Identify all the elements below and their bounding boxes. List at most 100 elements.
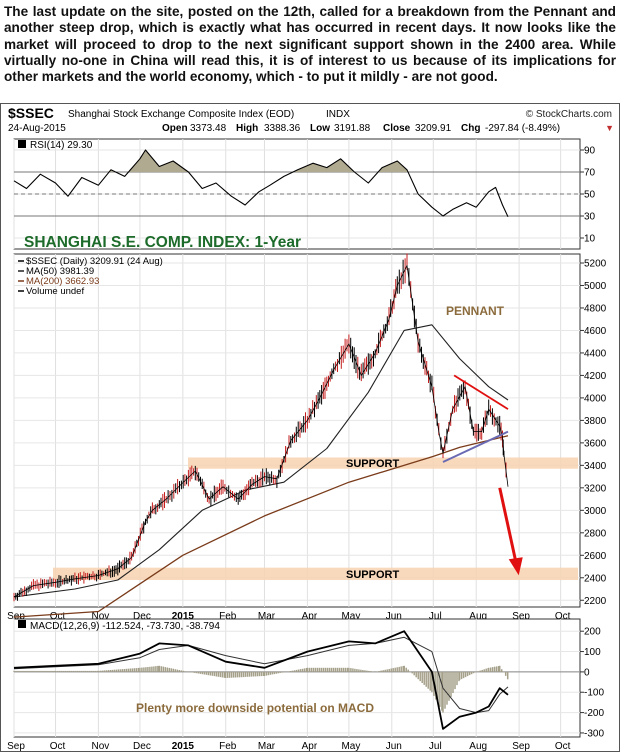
macd-x-label: Feb [219, 741, 237, 752]
macd-axis-tick-label: 100 [584, 647, 601, 658]
price-x-label: Oct [50, 611, 66, 622]
price-axis-tick-label: 4000 [584, 393, 607, 404]
price-x-label: Feb [219, 611, 237, 622]
price-x-label: Jun [386, 611, 402, 622]
price-axis-tick-label: 4600 [584, 326, 607, 337]
macd-x-label: Dec [133, 741, 151, 752]
price-axis-tick-label: 2600 [584, 551, 607, 562]
price-legend-label: Volume undef [26, 286, 84, 297]
rsi-axis-tick-label: 10 [584, 234, 596, 245]
macd-axis-tick-label: -300 [584, 728, 604, 739]
price-line [13, 265, 509, 598]
high-value: 3388.36 [264, 123, 301, 134]
macd-x-label: Sep [7, 741, 25, 752]
macd-axis-tick-label: 200 [584, 627, 601, 638]
price-x-label: Aug [469, 611, 487, 622]
price-axis-tick-label: 5200 [584, 258, 607, 269]
support-label-lower: SUPPORT [346, 569, 399, 581]
price-x-label: Mar [258, 611, 276, 622]
price-frame [13, 253, 581, 608]
price-x-label: Apr [302, 611, 318, 622]
pennant-label: PENNANT [446, 304, 505, 318]
price-axis-tick-label: 2800 [584, 528, 607, 539]
low-value: 3191.88 [334, 123, 371, 134]
projection-arrow-head [508, 557, 523, 576]
open-label: Open [162, 123, 188, 134]
price-x-label: Oct [555, 611, 571, 622]
ma200-line [13, 435, 509, 618]
index-name-label: Shanghai Stock Exchange Composite Index … [68, 109, 294, 120]
price-axis-tick-label: 3800 [584, 416, 607, 427]
change-label: Chg [461, 123, 480, 134]
symbol-label: $SSEC [8, 105, 54, 121]
price-axis-tick-label: 3000 [584, 506, 607, 517]
price-x-label: 2015 [172, 611, 195, 622]
stockcharts-watermark: © StockCharts.com [526, 109, 612, 120]
macd-x-label: Sep [512, 741, 530, 752]
stock-chart: $SSEC Shanghai Stock Exchange Composite … [0, 103, 620, 752]
macd-x-label: 2015 [172, 741, 195, 752]
rsi-axis-tick-label: 30 [584, 212, 596, 223]
macd-x-label: Jun [386, 741, 402, 752]
price-axis-tick-label: 3600 [584, 438, 607, 449]
macd-x-label: Apr [302, 741, 318, 752]
support-band [53, 567, 578, 581]
price-axis-tick-label: 2200 [584, 596, 607, 607]
chart-title: SHANGHAI S.E. COMP. INDEX: 1-Year [24, 234, 301, 251]
change-down-icon: ▼ [605, 123, 614, 133]
rsi-axis-tick-label: 70 [584, 168, 596, 179]
low-label: Low [310, 123, 330, 134]
caption-text: The last update on the site, posted on t… [4, 4, 616, 85]
exchange-label: INDX [326, 109, 350, 120]
macd-x-label: Oct [50, 741, 66, 752]
price-x-label: Dec [133, 611, 151, 622]
price-x-label: Jul [429, 611, 442, 622]
high-label: High [236, 123, 258, 134]
price-axis-tick-label: 3200 [584, 483, 607, 494]
price-x-label: May [341, 611, 360, 622]
rsi-axis-tick-label: 90 [584, 146, 596, 157]
price-axis-tick-label: 4400 [584, 348, 607, 359]
price-axis-tick-label: 4200 [584, 371, 607, 382]
rsi-legend-swatch [18, 140, 26, 148]
macd-x-label: Jul [429, 741, 442, 752]
rsi-legend-label: RSI(14) 29.30 [30, 140, 93, 151]
price-axis-tick-label: 3400 [584, 461, 607, 472]
price-panel: 2200 2400 2600 2800 3000 3200 3400 3600 3800 4000… [7, 234, 607, 622]
macd-x-label: Oct [555, 741, 571, 752]
pennant-lower-line [442, 430, 509, 463]
rsi-overbought-fill [14, 150, 508, 172]
close-value: 3209.91 [415, 123, 452, 134]
macd-panel: -300 -200 -100 0 100 200 Sep Oct Nov Dec 2015 Feb Ma… [7, 618, 604, 752]
price-legend-label: MA(50) 3981.39 [26, 266, 94, 277]
macd-line [13, 630, 509, 730]
support-label-upper: SUPPORT [346, 458, 399, 470]
rsi-line [13, 149, 509, 218]
price-axis-tick-label: 4800 [584, 303, 607, 314]
macd-note: Plenty more downside potential on MACD [136, 701, 374, 715]
macd-axis-tick-label: -100 [584, 688, 604, 699]
price-legend-label: MA(200) 3662.93 [26, 276, 99, 287]
rsi-panel: 10 30 50 70 90 RSI(14) 29.30 [13, 138, 596, 250]
projection-arrow-shaft [498, 487, 518, 562]
price-axis-tick-label: 5000 [584, 281, 607, 292]
pennant-upper-line [453, 374, 509, 410]
macd-x-label: May [341, 741, 360, 752]
change-value: -297.84 (-8.49%) [485, 123, 560, 134]
chart-date: 24-Aug-2015 [8, 123, 66, 134]
macd-x-label: Mar [258, 741, 276, 752]
open-value: 3373.48 [190, 123, 227, 134]
support-band [188, 457, 578, 469]
rsi-axis-tick-label: 50 [584, 190, 596, 201]
macd-legend-swatch [18, 620, 26, 628]
macd-x-label: Aug [469, 741, 487, 752]
price-x-label: Nov [92, 611, 110, 622]
price-axis-tick-label: 2400 [584, 573, 607, 584]
macd-x-label: Nov [92, 741, 110, 752]
price-x-label: Sep [512, 611, 530, 622]
price-legend-label: $SSEC (Daily) 3209.91 (24 Aug) [26, 256, 163, 267]
macd-axis-tick-label: 0 [584, 667, 590, 678]
macd-frame [13, 618, 581, 738]
close-label: Close [383, 123, 411, 134]
macd-legend-label: MACD(12,26,9) -112.524, -73.730, -38.794 [30, 621, 220, 632]
